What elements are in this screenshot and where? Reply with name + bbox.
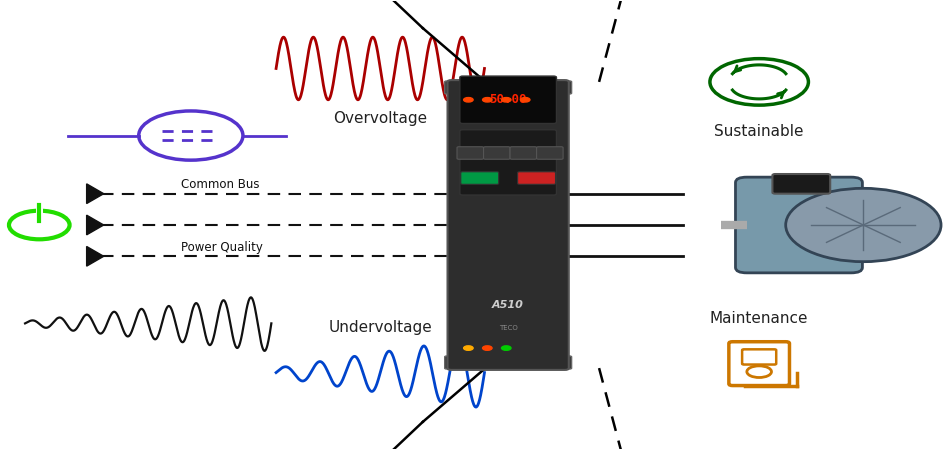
Text: Sustainable: Sustainable: [714, 124, 804, 140]
Text: Common Bus: Common Bus: [181, 178, 260, 191]
Text: TECO: TECO: [499, 325, 518, 331]
FancyBboxPatch shape: [735, 177, 863, 273]
Text: Power Quality: Power Quality: [181, 241, 263, 254]
FancyBboxPatch shape: [460, 130, 557, 195]
Circle shape: [483, 98, 492, 102]
FancyBboxPatch shape: [484, 147, 510, 159]
FancyBboxPatch shape: [460, 76, 557, 123]
Text: Undervoltage: Undervoltage: [329, 320, 432, 334]
FancyBboxPatch shape: [445, 356, 572, 369]
Circle shape: [502, 98, 511, 102]
Circle shape: [483, 346, 492, 350]
Text: Overvoltage: Overvoltage: [333, 111, 428, 126]
FancyBboxPatch shape: [461, 172, 499, 184]
Circle shape: [521, 98, 530, 102]
FancyBboxPatch shape: [457, 147, 484, 159]
FancyBboxPatch shape: [772, 174, 830, 194]
FancyBboxPatch shape: [447, 80, 569, 370]
Text: Maintenance: Maintenance: [710, 310, 808, 326]
Text: A510: A510: [492, 300, 524, 310]
FancyBboxPatch shape: [510, 147, 537, 159]
Polygon shape: [86, 184, 104, 203]
Polygon shape: [86, 247, 104, 266]
FancyBboxPatch shape: [518, 172, 556, 184]
Circle shape: [464, 346, 473, 350]
FancyBboxPatch shape: [445, 81, 572, 94]
FancyBboxPatch shape: [537, 147, 563, 159]
Polygon shape: [86, 215, 104, 235]
Circle shape: [502, 346, 511, 350]
Circle shape: [786, 189, 941, 261]
Text: 50.00: 50.00: [489, 93, 527, 106]
Circle shape: [464, 98, 473, 102]
